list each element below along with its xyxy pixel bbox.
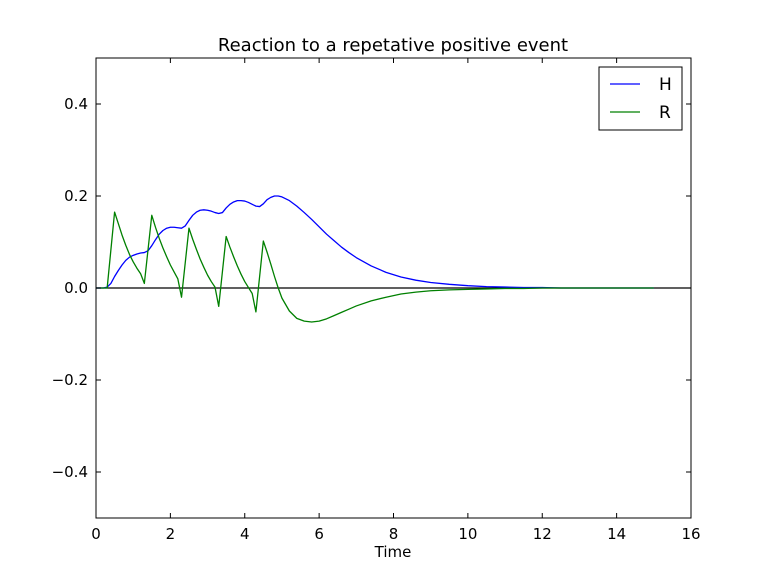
legend-label-H: H xyxy=(659,75,672,95)
y-tick-label: 0.0 xyxy=(64,279,88,297)
x-tick-label: 6 xyxy=(314,525,324,543)
legend-box xyxy=(598,66,683,131)
y-tick-label: 0.2 xyxy=(64,187,88,205)
x-axis-label: Time xyxy=(374,543,412,561)
x-tick-label: 2 xyxy=(166,525,176,543)
y-tick-label: −0.4 xyxy=(52,463,88,481)
chart-title: Reaction to a repetative positive event xyxy=(218,35,568,56)
x-tick-label: 14 xyxy=(607,525,626,543)
ticks-layer: 0 2 4 6 8 10 12 14 16 −0.4 −0.2 0.0 0.2 0.4 xyxy=(52,58,701,543)
x-tick-label: 8 xyxy=(389,525,399,543)
legend-label-R: R xyxy=(659,103,671,123)
series-layer xyxy=(96,195,654,323)
series-line-R xyxy=(96,211,654,323)
x-tick-label: 4 xyxy=(240,525,250,543)
x-tick-label: 0 xyxy=(91,525,101,543)
x-tick-label: 12 xyxy=(533,525,552,543)
y-tick-label: 0.4 xyxy=(64,95,88,113)
series-line-H xyxy=(96,195,654,289)
y-tick-label: −0.2 xyxy=(52,371,88,389)
x-tick-label: 10 xyxy=(458,525,477,543)
legend: HR xyxy=(598,66,683,131)
x-tick-label: 16 xyxy=(681,525,700,543)
